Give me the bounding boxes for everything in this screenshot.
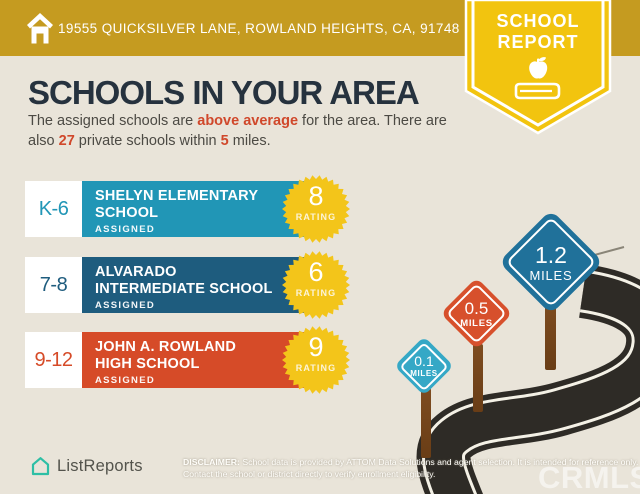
rating-label: RATING xyxy=(295,288,337,298)
distance-value: 0.5 xyxy=(464,298,489,318)
sign-post-12 xyxy=(545,300,556,370)
distance-unit: MILES xyxy=(529,267,573,283)
assigned-tag: ASSIGNED xyxy=(95,224,156,235)
crmls-watermark: CRMLS xyxy=(538,460,640,494)
school-name: ALVARADO INTERMEDIATE SCHOOL xyxy=(95,264,273,297)
highlight-above-average: above average xyxy=(197,113,299,129)
rating-value: 6 xyxy=(308,257,324,287)
school-name-bar: SHELYN ELEMENTARY SCHOOL ASSIGNED xyxy=(82,181,305,237)
rating-label: RATING xyxy=(295,212,337,222)
distance-sign-0-1-miles: 0.1 MILES xyxy=(394,336,454,396)
rating-label: RATING xyxy=(295,363,337,373)
assigned-tag: ASSIGNED xyxy=(95,375,156,386)
school-name: JOHN A. ROWLAND HIGH SCHOOL xyxy=(95,339,237,372)
grade-range-box: 7-8 xyxy=(25,257,82,313)
grade-range: 7-8 xyxy=(39,273,68,296)
distance-sign-0-5-miles: 0.5 MILES xyxy=(440,277,513,350)
house-icon xyxy=(27,13,53,44)
subtitle-line-2: also 27 private schools within 5 miles. xyxy=(28,132,271,149)
brand-name: ListReports xyxy=(57,457,143,475)
school-name: SHELYN ELEMENTARY SCHOOL xyxy=(95,188,259,221)
rating-badge: 6 RATING xyxy=(282,251,350,319)
distance-sign-1-2-miles: 1.2 MILES xyxy=(498,209,604,315)
property-address: 19555 QUICKSILVER LANE, ROWLAND HEIGHTS,… xyxy=(58,20,460,36)
rating-badge: 8 RATING xyxy=(282,175,350,243)
sign-post-01 xyxy=(421,388,431,458)
grade-range: K-6 xyxy=(38,197,69,220)
disclaimer-text: DISCLAIMER: School data is provided by A… xyxy=(183,457,639,479)
distance-unit: MILES xyxy=(460,317,493,329)
school-name-bar: ALVARADO INTERMEDIATE SCHOOL ASSIGNED xyxy=(82,257,305,313)
page-subtitle: The assigned schools are above average f… xyxy=(28,112,498,151)
grade-range-box: 9-12 xyxy=(25,332,82,388)
school-row-elementary: K-6 SHELYN ELEMENTARY SCHOOL ASSIGNED 8 R… xyxy=(25,175,355,243)
school-name-bar: JOHN A. ROWLAND HIGH SCHOOL ASSIGNED xyxy=(82,332,305,388)
distance-unit: MILES xyxy=(410,369,438,378)
grade-range-box: K-6 xyxy=(25,181,82,237)
books-icon xyxy=(514,82,561,100)
school-row-high: 9-12 JOHN A. ROWLAND HIGH SCHOOL ASSIGNED… xyxy=(25,326,355,394)
listreports-house-icon xyxy=(31,457,50,476)
distance-value: 0.1 xyxy=(414,353,434,369)
badge-line2: REPORT xyxy=(497,32,579,52)
badge-line1: SCHOOL xyxy=(496,11,580,31)
subtitle-line-1: The assigned schools are above average f… xyxy=(28,113,447,129)
sign-post-05 xyxy=(473,344,483,412)
rating-value: 8 xyxy=(308,181,324,211)
disclaimer-label: DISCLAIMER: xyxy=(183,457,240,467)
school-row-intermediate: 7-8 ALVARADO INTERMEDIATE SCHOOL ASSIGNED… xyxy=(25,251,355,319)
road-surface xyxy=(425,272,640,494)
listreports-logo: ListReports xyxy=(30,456,143,477)
page-title: SCHOOLS IN YOUR AREA xyxy=(28,74,420,111)
school-report-badge: SCHOOL REPORT xyxy=(464,0,612,140)
apple-icon xyxy=(529,57,548,79)
rating-badge: 9 RATING xyxy=(282,326,350,394)
rating-value: 9 xyxy=(308,332,324,362)
highlight-miles: 5 xyxy=(220,132,229,149)
assigned-tag: ASSIGNED xyxy=(95,300,156,311)
distance-value: 1.2 xyxy=(535,241,567,268)
highlight-private-school-count: 27 xyxy=(58,132,75,149)
grade-range: 9-12 xyxy=(34,348,73,371)
